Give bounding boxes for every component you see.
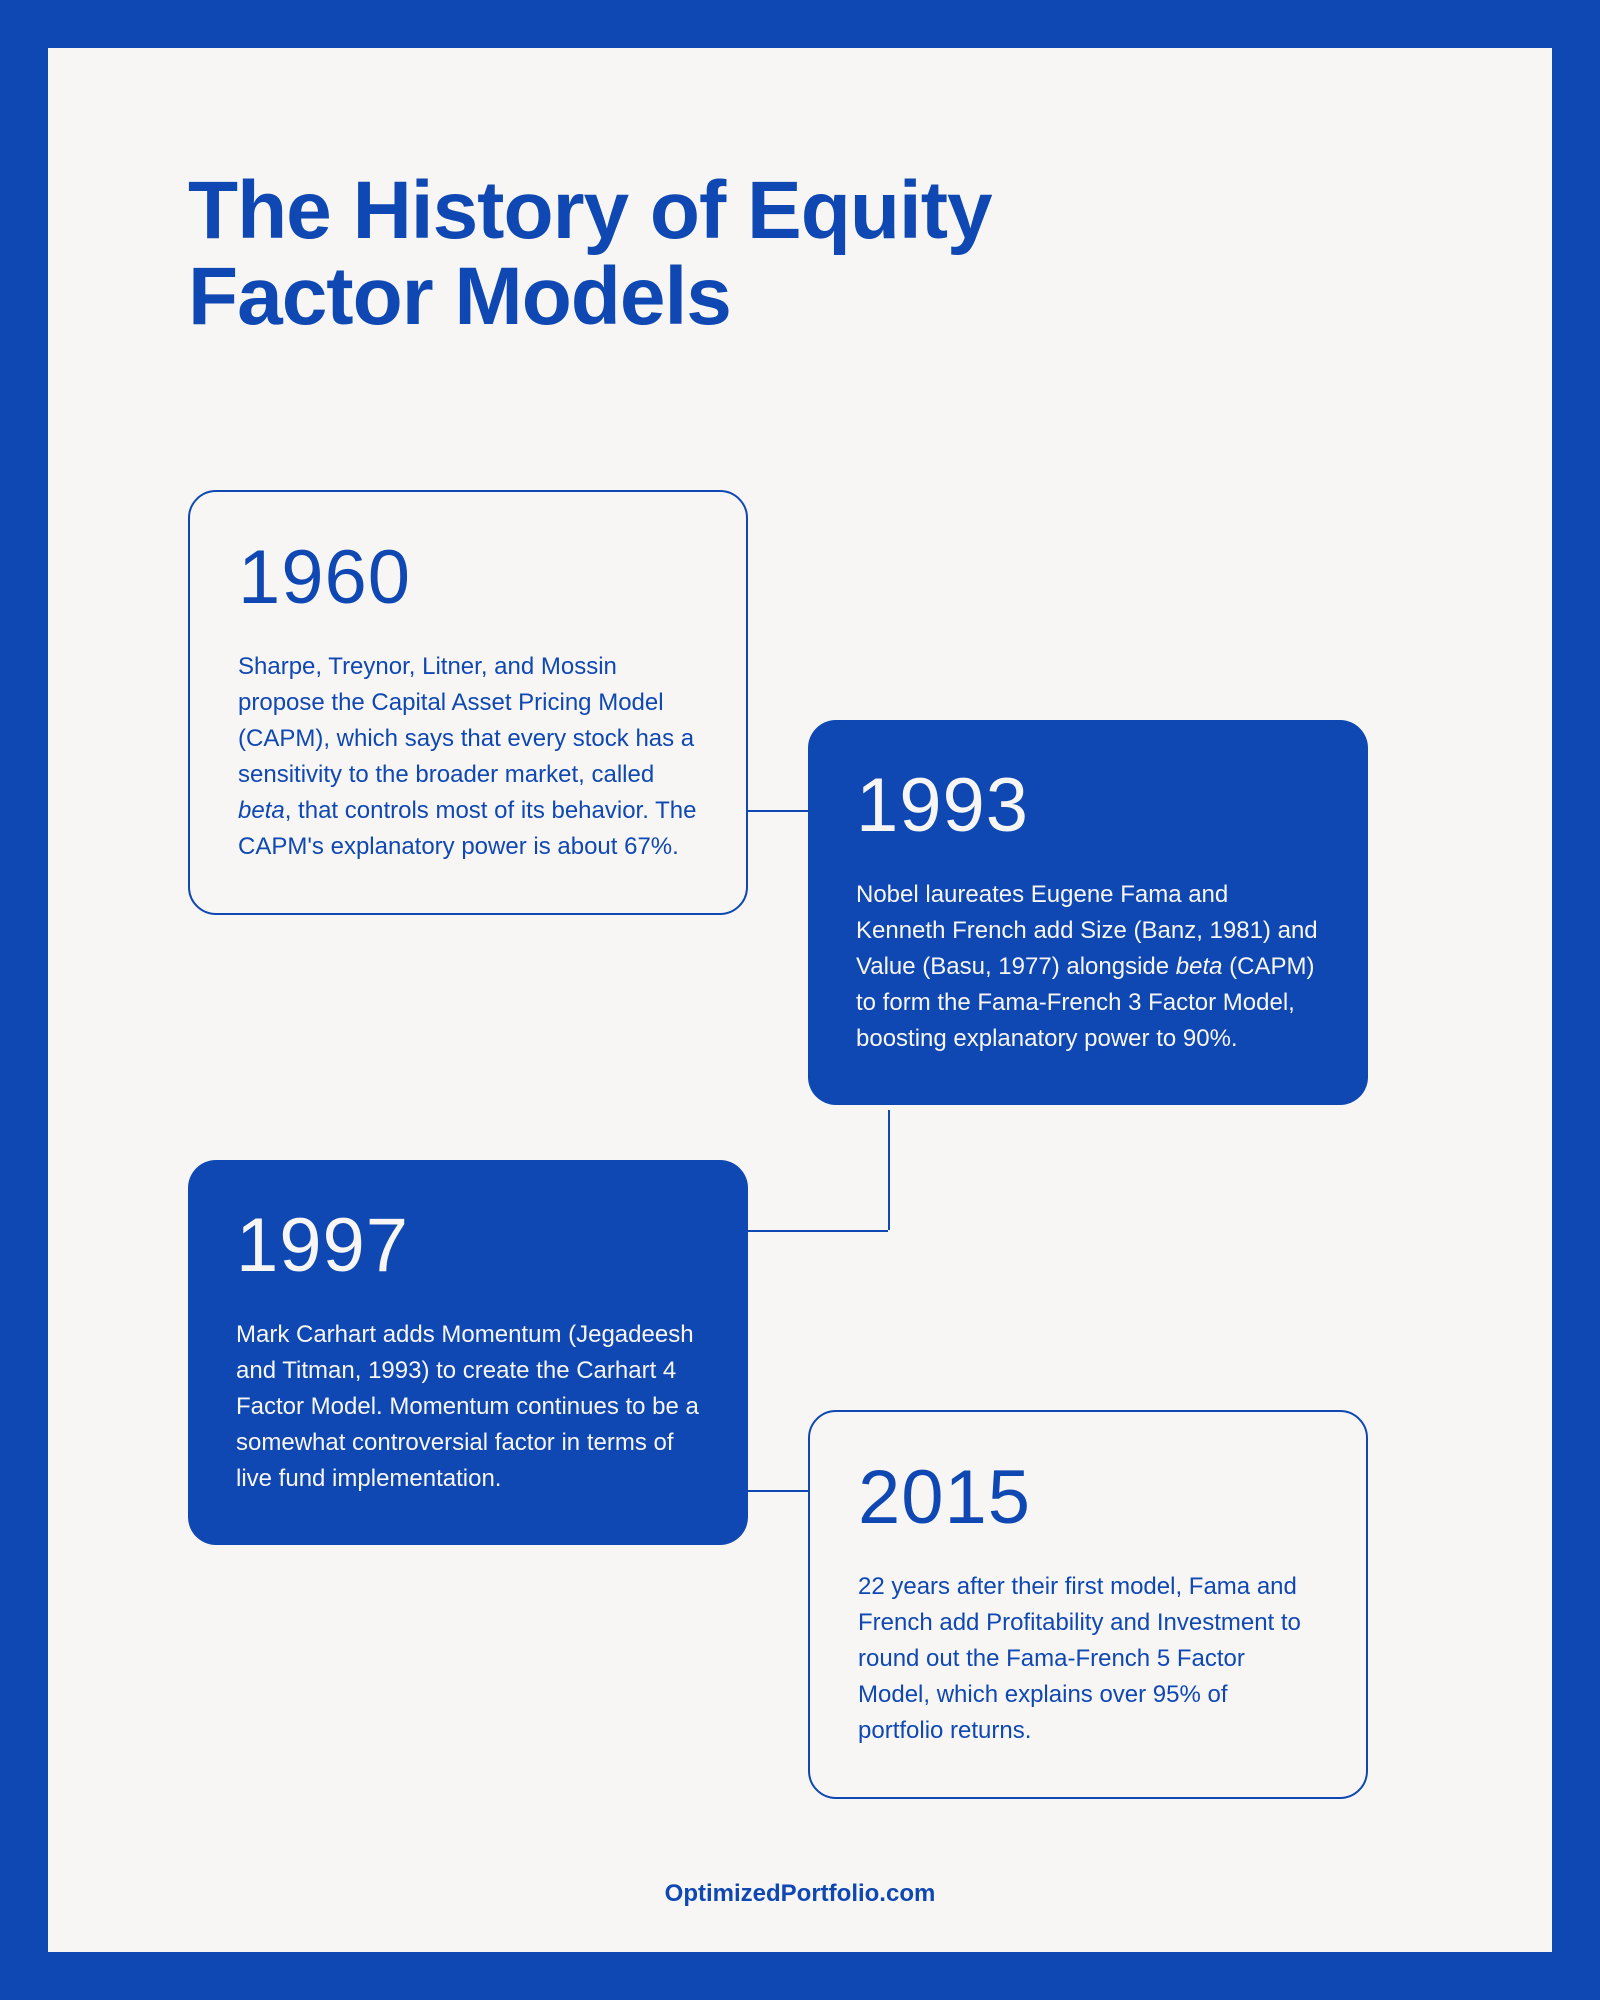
card-body: Sharpe, Treynor, Litner, and Mossin prop… xyxy=(238,649,698,865)
connector-3-4 xyxy=(748,1490,808,1492)
timeline-card-1960: 1960 Sharpe, Treynor, Litner, and Mossin… xyxy=(188,490,748,915)
timeline-card-1993: 1993 Nobel laureates Eugene Fama and Ken… xyxy=(808,720,1368,1105)
card-year: 1993 xyxy=(856,762,1320,849)
footer-attribution: OptimizedPortfolio.com xyxy=(48,1880,1552,1908)
page-title: The History of Equity Factor Models xyxy=(188,168,1188,340)
outer-frame: The History of Equity Factor Models 1960… xyxy=(0,0,1600,2000)
card-year: 1960 xyxy=(238,534,698,621)
canvas: The History of Equity Factor Models 1960… xyxy=(48,48,1552,1952)
connector-2-3-vert xyxy=(888,1110,890,1230)
card-body: 22 years after their first model, Fama a… xyxy=(858,1569,1318,1749)
card-year: 2015 xyxy=(858,1454,1318,1541)
card-body: Mark Carhart adds Momentum (Jegadeesh an… xyxy=(236,1317,700,1497)
connector-2-3-horiz xyxy=(748,1230,888,1232)
card-body: Nobel laureates Eugene Fama and Kenneth … xyxy=(856,877,1320,1057)
card-year: 1997 xyxy=(236,1202,700,1289)
timeline-card-2015: 2015 22 years after their first model, F… xyxy=(808,1410,1368,1799)
timeline-card-1997: 1997 Mark Carhart adds Momentum (Jegadee… xyxy=(188,1160,748,1545)
connector-1-2 xyxy=(748,810,808,812)
